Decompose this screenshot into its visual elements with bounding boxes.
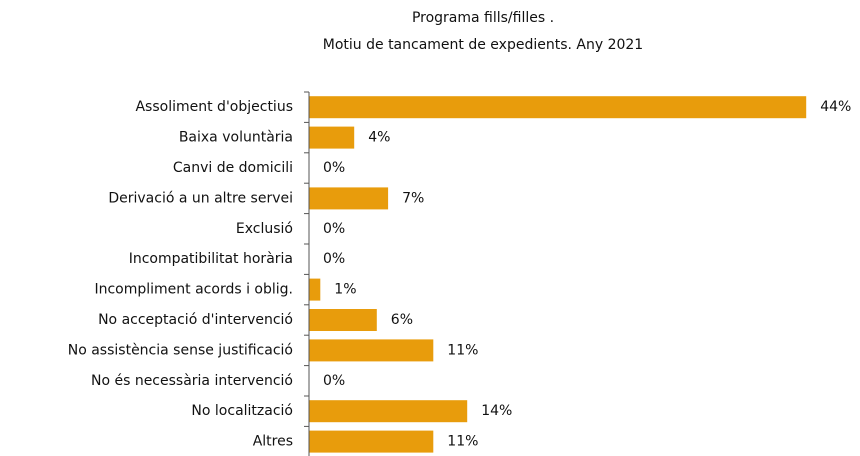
category-label: No acceptació d'intervenció xyxy=(98,312,293,328)
value-label: 7% xyxy=(402,190,424,206)
category-label: Incompatibilitat horària xyxy=(129,251,293,267)
category-label: Baixa voluntària xyxy=(179,130,293,146)
value-label: 14% xyxy=(481,403,512,419)
bar xyxy=(309,339,434,362)
value-label: 0% xyxy=(323,221,345,237)
bar xyxy=(309,430,434,453)
value-label: 11% xyxy=(447,342,478,358)
category-label: Canvi de domicili xyxy=(173,160,293,176)
value-label: 4% xyxy=(368,130,390,146)
category-label: Derivació a un altre servei xyxy=(108,190,293,206)
bar xyxy=(309,400,468,423)
category-label: Exclusió xyxy=(236,221,293,237)
category-label: Assoliment d'objectius xyxy=(135,99,293,115)
value-label: 0% xyxy=(323,160,345,176)
category-label: Altres xyxy=(253,434,293,450)
chart-title: Programa fills/filles . xyxy=(412,10,554,26)
value-label: 0% xyxy=(323,373,345,389)
bar xyxy=(309,126,355,149)
chart-subtitle: Motiu de tancament de expedients. Any 20… xyxy=(323,37,643,53)
value-label: 1% xyxy=(334,282,356,298)
value-label: 44% xyxy=(820,99,851,115)
value-label: 0% xyxy=(323,251,345,267)
bar xyxy=(309,278,321,301)
value-label: 6% xyxy=(391,312,413,328)
category-label: No assistència sense justificació xyxy=(68,342,293,358)
category-label: No és necessària intervenció xyxy=(91,373,293,389)
bar xyxy=(309,187,389,210)
bar xyxy=(309,96,807,119)
category-label: Incompliment acords i oblig. xyxy=(94,282,293,298)
category-label: No localització xyxy=(191,403,293,419)
bar xyxy=(309,309,377,331)
value-label: 11% xyxy=(447,434,478,450)
